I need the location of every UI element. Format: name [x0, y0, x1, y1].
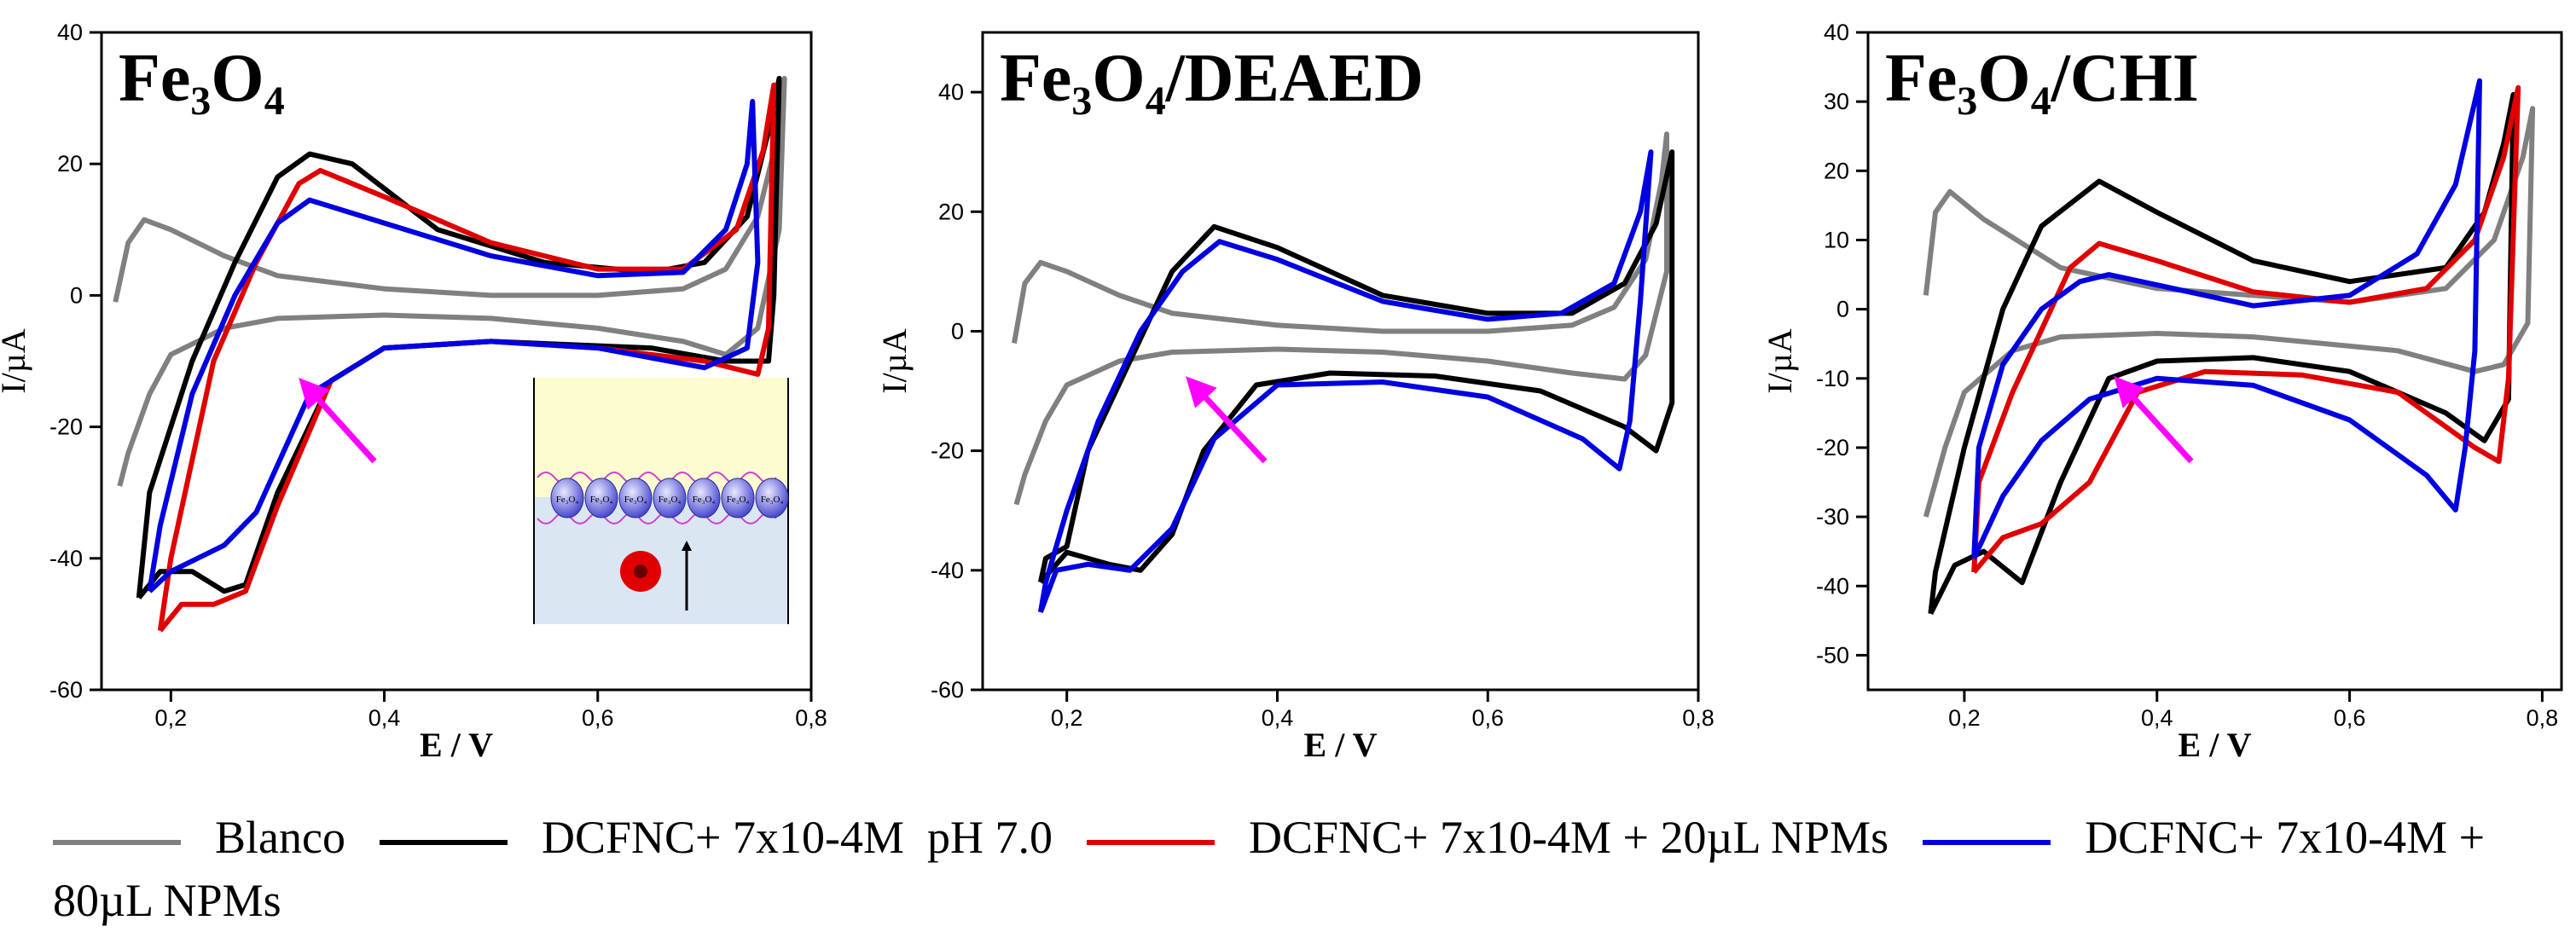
annotation-arrow — [2114, 376, 2194, 464]
y-axis-label: I/µA — [875, 328, 914, 393]
x-axis-label: E / V — [1304, 726, 1378, 764]
legend-label: DCFNC+ 7x10-4M pH 7.0 — [541, 812, 1053, 863]
panel-title: Fe₃O₄ — [119, 41, 285, 116]
series-line — [1037, 149, 1675, 584]
legend-swatch — [1923, 839, 2051, 845]
particle-label: Fe₃O₄ — [761, 495, 784, 505]
x-tick-label: 0,6 — [2334, 705, 2366, 731]
particle — [687, 478, 721, 518]
particle-label: Fe₃O₄ — [727, 495, 750, 505]
particle — [618, 478, 653, 518]
inset-bottom — [534, 497, 788, 624]
panel: -60 -40 -20 0 20 40 0,2 0,4 0,6 0,8 E / V I/µA Fe₃O₄ — [0, 20, 827, 764]
particle — [653, 478, 687, 518]
plot-frame — [1866, 31, 2563, 692]
x-tick-label: 0,4 — [368, 705, 401, 731]
y-tick-label: 0 — [70, 282, 83, 308]
x-tick-label: 0,8 — [2527, 705, 2559, 731]
annotation-arrow — [1186, 376, 1268, 464]
y-tick-label: 30 — [1824, 89, 1849, 114]
inset-particles: Fe₃O₄ Fe₃O₄ Fe₃O₄ Fe₃O₄ Fe₃O₄ Fe₃O₄ Fe₃O₄ — [550, 478, 789, 518]
y-tick-label: -20 — [1816, 435, 1849, 460]
inset-top — [534, 378, 788, 497]
y-tick-label: 20 — [57, 151, 83, 177]
x-tick-label: 0,8 — [1682, 705, 1714, 731]
plot-frame — [981, 31, 1700, 692]
y-tick-label: 0 — [1836, 297, 1849, 322]
y-tick-label: -30 — [1816, 504, 1849, 530]
x-tick-label: 0,2 — [155, 705, 188, 731]
x-tick-label: 0,6 — [582, 705, 614, 731]
y-tick-label: 40 — [938, 79, 964, 105]
particle — [721, 478, 755, 518]
y-tick-label: -60 — [931, 677, 964, 703]
series-line — [147, 99, 761, 593]
series-line — [157, 82, 777, 633]
figure: -60 -40 -20 0 20 40 0,2 0,4 0,6 0,8 E / V I/µA Fe₃O₄… — [0, 20, 2563, 764]
particle — [584, 478, 618, 518]
x-tick-label: 0,6 — [1471, 705, 1504, 731]
panel-title: Fe₃O₄/CHI — [1885, 41, 2199, 116]
particle-label: Fe₃O₄ — [624, 495, 647, 505]
x-tick-label: 0,2 — [1051, 705, 1083, 731]
x-axis-label: E / V — [420, 726, 493, 764]
y-tick-label: -40 — [49, 546, 83, 571]
x-tick-label: 0,4 — [1262, 705, 1294, 731]
x-tick-label: 0,8 — [795, 705, 827, 731]
y-tick-label: -60 — [49, 677, 83, 703]
legend-label: DCFNC+ 7x10-4M + 20µL NPMs — [1248, 812, 1889, 863]
y-axis-label: I/µA — [0, 328, 32, 393]
panel: -60 -40 -20 0 20 40 0,2 0,4 0,6 0,8 E / V I/µA Fe₃O₄… — [875, 31, 1714, 764]
y-tick-label: 0 — [951, 318, 964, 344]
series-line — [1928, 92, 2516, 616]
panel-title: Fe₃O₄/DEAED — [1000, 41, 1424, 116]
plots: -60 -40 -20 0 20 40 0,2 0,4 0,6 0,8 E / V I/µA Fe₃O₄… — [0, 20, 2563, 764]
legend-label: DCFNC+ 7x10-4M + 80µL NPMs — [53, 812, 2497, 926]
y-tick-label: 20 — [938, 199, 964, 224]
y-tick-label: 10 — [1824, 227, 1849, 252]
legend: Blanco DCFNC+ 7x10-4M pH 7.0 DCFNC+ 7x10-4… — [53, 806, 2527, 932]
legend-swatch — [53, 839, 181, 845]
x-tick-label: 0,4 — [2141, 705, 2173, 731]
series-line — [136, 76, 782, 599]
y-tick-label: -10 — [1816, 366, 1849, 391]
legend-label: Blanco — [215, 812, 345, 863]
particle-label: Fe₃O₄ — [659, 495, 682, 505]
inset-analyte-core — [634, 564, 647, 578]
particle-label: Fe₃O₄ — [693, 495, 716, 505]
legend-swatch — [1086, 839, 1215, 845]
y-tick-label: -20 — [49, 414, 83, 440]
legend-swatch — [379, 839, 508, 845]
particle-label: Fe₃O₄ — [590, 495, 613, 505]
inset-schematic: Fe₃O₄ Fe₃O₄ Fe₃O₄ Fe₃O₄ Fe₃O₄ Fe₃O₄ Fe₃O₄ — [533, 378, 789, 624]
particle-label: Fe₃O₄ — [556, 495, 579, 505]
annotation-arrow — [299, 378, 377, 464]
y-axis-label: I/µA — [1761, 328, 1799, 393]
y-tick-label: -20 — [931, 438, 964, 464]
x-axis-label: E / V — [2179, 726, 2252, 764]
x-tick-label: 0,2 — [1948, 705, 1981, 731]
y-tick-label: 20 — [1824, 158, 1849, 183]
series-line — [1923, 106, 2536, 518]
plot-frame — [100, 31, 813, 692]
panel: -50 -40 -30 -20 -10 0 10 20 30 40 0,2 0,4 0,6 0,8 E / … — [1761, 20, 2563, 764]
series-line — [1037, 149, 1654, 613]
y-tick-label: 40 — [57, 20, 83, 45]
particle — [550, 478, 584, 518]
series-line — [1012, 131, 1669, 506]
particle — [755, 478, 789, 518]
y-tick-label: -40 — [1816, 573, 1849, 599]
y-tick-label: -50 — [1816, 642, 1849, 668]
y-tick-label: 40 — [1824, 20, 1849, 45]
y-tick-label: -40 — [931, 558, 964, 583]
series-line — [113, 76, 787, 487]
series-line — [1971, 78, 2482, 560]
